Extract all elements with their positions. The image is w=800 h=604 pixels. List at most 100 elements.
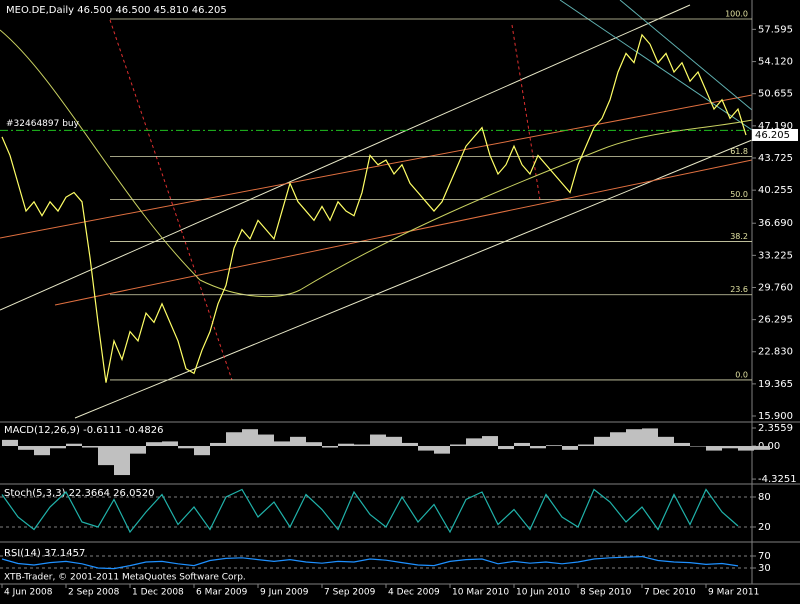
histogram-bar xyxy=(674,442,690,447)
channel-line xyxy=(74,139,753,419)
histogram-bar xyxy=(18,446,34,450)
fibo-label: 50.0 xyxy=(730,190,748,199)
trend-lines xyxy=(0,0,753,419)
histogram-bar xyxy=(66,443,82,447)
histogram-bar xyxy=(450,444,466,447)
y-tick-label: 43.725 xyxy=(758,153,793,164)
x-tick-label: 8 Sep 2010 xyxy=(580,588,632,598)
histogram-bar xyxy=(610,432,626,447)
histogram-bar xyxy=(338,443,354,447)
y-tick-label: 20 xyxy=(758,522,771,533)
histogram-bar xyxy=(50,446,66,449)
y-tick-label: 50.655 xyxy=(758,89,793,100)
x-tick-label: 6 Mar 2009 xyxy=(196,588,248,598)
histogram-bar xyxy=(210,442,226,447)
price-line xyxy=(1,33,747,383)
histogram-bar xyxy=(594,436,610,447)
indicator-line xyxy=(1,555,739,570)
last-price-box xyxy=(752,128,798,141)
x-tick-label: 10 Mar 2010 xyxy=(452,588,509,598)
fibo-label: 61.8 xyxy=(730,147,748,156)
channel-line xyxy=(0,4,691,311)
moving-average xyxy=(0,29,753,297)
histogram-bar xyxy=(290,436,306,447)
y-tick-label: 19.365 xyxy=(758,379,793,390)
histogram-bar xyxy=(402,442,418,447)
histogram-bar xyxy=(466,438,482,447)
y-tick-label: 36.690 xyxy=(758,218,793,229)
y-tick-label: 29.760 xyxy=(758,282,793,293)
histogram-bar xyxy=(322,446,338,448)
y-tick-label: 2.3559 xyxy=(758,423,793,434)
x-tick-label: 1 Dec 2008 xyxy=(132,588,184,598)
histogram-bar xyxy=(642,428,658,447)
histogram-bar xyxy=(738,446,754,451)
panel-title: RSI(14) 37.1457 xyxy=(4,548,85,559)
histogram-bar xyxy=(162,441,178,447)
channel-line xyxy=(54,159,753,306)
histogram-bar xyxy=(114,446,130,476)
y-tick-label: 47.190 xyxy=(758,121,793,132)
histogram-bar xyxy=(146,442,162,447)
histogram-bar xyxy=(242,429,258,447)
order-label: #32464897 buy xyxy=(6,119,80,129)
histogram-bar xyxy=(274,441,290,447)
histogram-bar xyxy=(226,432,242,447)
histogram-bar xyxy=(194,446,210,456)
histogram-bar xyxy=(562,446,578,450)
histogram-bar xyxy=(306,442,322,447)
histogram-bar xyxy=(722,446,738,449)
histogram-bar xyxy=(370,434,386,447)
x-tick-label: 9 Mar 2011 xyxy=(708,588,759,598)
y-tick-label: 22.830 xyxy=(758,347,793,358)
x-tick-label: 9 Jun 2009 xyxy=(260,588,309,598)
histogram-bar xyxy=(418,446,434,451)
y-tick-label: 33.225 xyxy=(758,250,793,261)
histogram-bar xyxy=(178,446,194,449)
last-price-label: 46.205 xyxy=(755,130,790,141)
histogram-bar xyxy=(386,436,402,447)
fibo-label: 0.0 xyxy=(735,370,748,379)
x-tick-label: 2 Sep 2008 xyxy=(68,588,120,598)
channel-line xyxy=(559,0,753,131)
histogram-bar xyxy=(514,442,530,447)
y-tick-label: 80 xyxy=(758,492,771,503)
histogram-bar xyxy=(498,446,514,450)
histogram-bar xyxy=(754,446,770,450)
histogram-bar xyxy=(578,444,594,447)
histogram-bar xyxy=(354,444,370,447)
histogram-bar xyxy=(2,439,18,447)
histogram-bar xyxy=(546,445,562,447)
histogram-bar xyxy=(130,446,146,454)
y-tick-label: 40.255 xyxy=(758,185,793,196)
histogram-bar xyxy=(82,446,98,448)
y-tick-label: 26.295 xyxy=(758,315,793,326)
y-tick-label: 57.595 xyxy=(758,24,793,35)
footer: XTB-Trader, © 2001-2011 MetaQuotes Softw… xyxy=(4,573,246,583)
channel-line xyxy=(0,94,753,239)
histogram-bar xyxy=(258,434,274,447)
y-tick-label: -4.3251 xyxy=(758,474,797,485)
x-tick-label: 7 Sep 2009 xyxy=(324,588,376,598)
channel-line xyxy=(619,0,753,111)
histogram-bar xyxy=(690,446,706,447)
fibo-label: 38.2 xyxy=(730,232,748,241)
y-tick-label: 15.900 xyxy=(758,411,793,422)
histogram-bar xyxy=(34,446,50,456)
panel-title: MEO.DE,Daily 46.500 46.500 45.810 46.205 xyxy=(6,5,227,16)
histogram-bar xyxy=(482,436,498,447)
x-tick-label: 7 Dec 2010 xyxy=(644,588,696,598)
panel-title: MACD(12,26,9) -0.6111 -0.4826 xyxy=(4,425,164,436)
histogram-bar xyxy=(98,446,114,466)
histogram-bar xyxy=(434,446,450,454)
y-tick-label: 54.120 xyxy=(758,57,793,68)
fibo-label: 100.0 xyxy=(725,10,748,19)
y-tick-label: 30 xyxy=(758,563,771,574)
y-tick-label: 70 xyxy=(758,551,771,562)
histogram-bar xyxy=(706,446,722,451)
indicator-line xyxy=(1,488,739,534)
x-tick-label: 4 Jun 2008 xyxy=(4,588,53,598)
